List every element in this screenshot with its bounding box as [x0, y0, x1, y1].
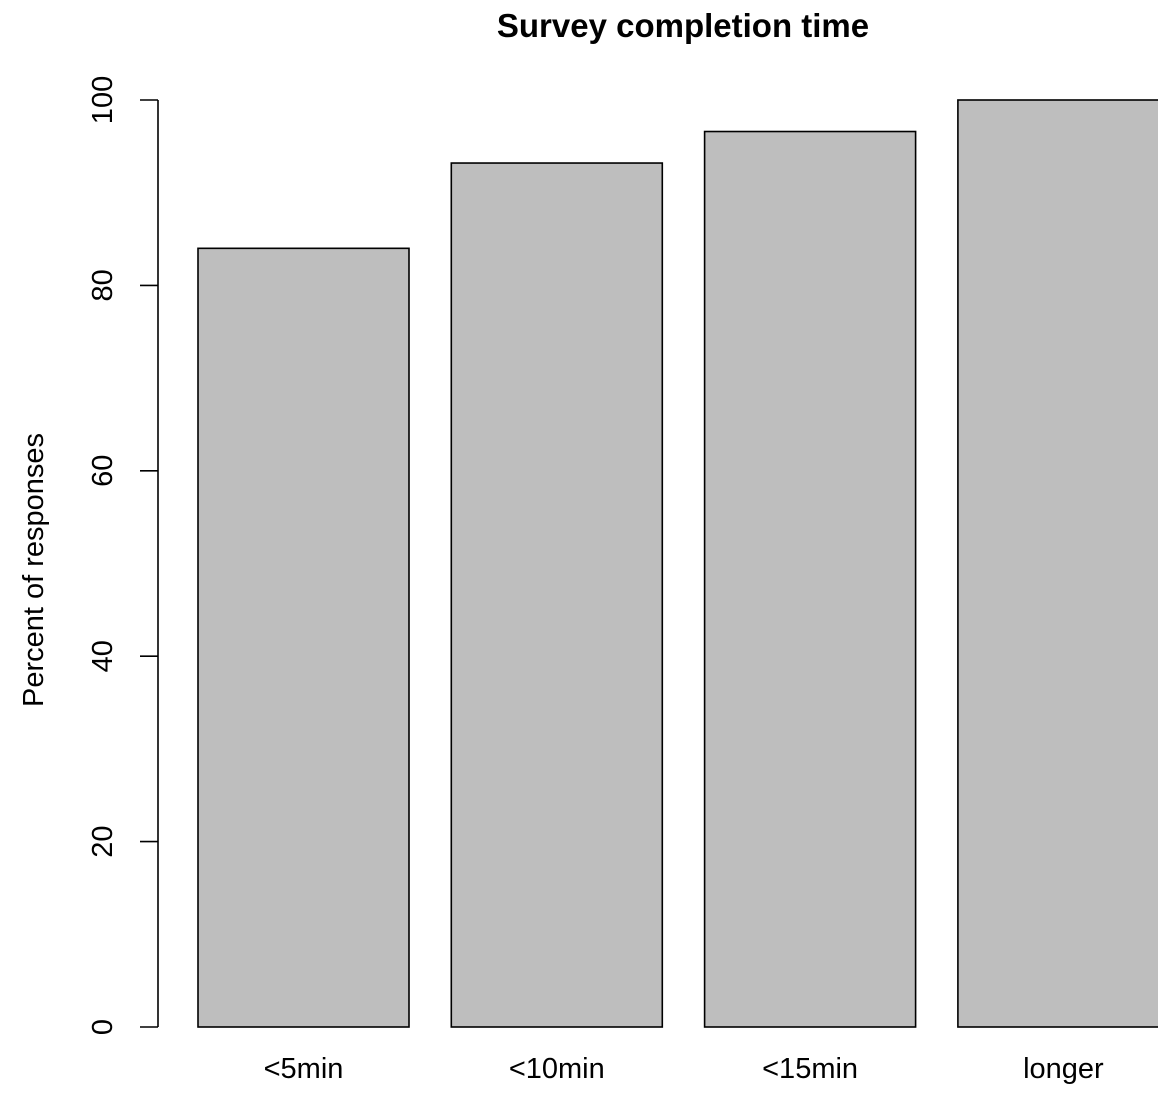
bars-group: [197, 99, 1158, 1028]
y-tick-label: 20: [87, 825, 119, 857]
x-tick-label: <15min: [762, 1053, 858, 1085]
x-tick-label: <5min: [264, 1053, 344, 1085]
bar: [450, 162, 664, 1028]
y-tick-label: 40: [87, 640, 119, 672]
bar: [703, 130, 917, 1028]
y-tick-label: 0: [87, 1019, 119, 1035]
x-axis-labels: <5min <10min <15min longer: [264, 1053, 1104, 1085]
y-tick-label: 80: [87, 269, 119, 301]
x-tick-label: longer: [1023, 1053, 1104, 1085]
x-tick-label: <10min: [509, 1053, 605, 1085]
y-tick-label: 100: [87, 76, 119, 124]
chart-title: Survey completion time: [497, 7, 869, 44]
bar: [197, 247, 410, 1028]
y-axis: 0 20 40 60 80 100: [87, 76, 159, 1035]
y-axis-label: Percent of responses: [18, 433, 50, 707]
bar: [957, 99, 1158, 1028]
y-tick-label: 60: [87, 455, 119, 487]
